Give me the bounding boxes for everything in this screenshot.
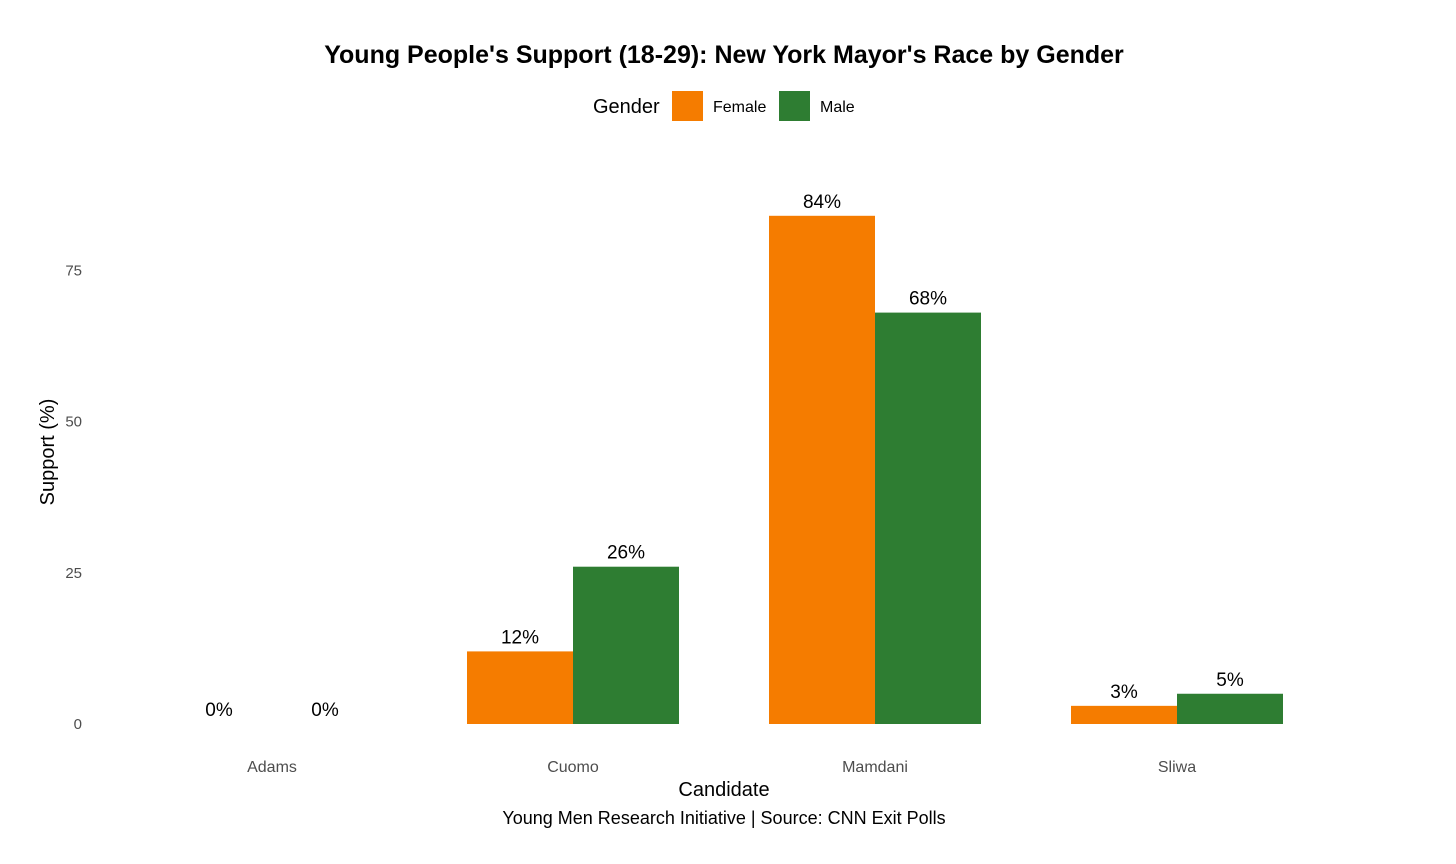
bar-female-mamdani (769, 215, 875, 725)
legend-swatch-male (779, 91, 810, 121)
bar-male-cuomo (573, 566, 679, 724)
legend-label-male: Male (820, 99, 855, 116)
data-label: 26% (607, 543, 645, 564)
data-label: 12% (501, 627, 539, 648)
x-tick-label: Cuomo (547, 759, 599, 776)
x-tick-label: Sliwa (1158, 759, 1196, 776)
data-label: 0% (311, 700, 339, 721)
legend-label-female: Female (713, 99, 766, 116)
x-tick-label: Mamdani (842, 759, 908, 776)
data-label: 3% (1110, 682, 1138, 703)
x-axis-ticks: Adams Cuomo Mamdani Sliwa (247, 759, 1196, 776)
legend-swatch-female (672, 91, 703, 121)
bar-female-sliwa (1071, 705, 1177, 724)
legend: Gender Female Male (593, 91, 855, 121)
bar-male-sliwa (1177, 693, 1283, 724)
y-tick-label: 50 (65, 414, 82, 431)
bars (467, 215, 1283, 725)
y-tick-label: 0 (74, 716, 82, 733)
legend-title: Gender (593, 96, 660, 118)
x-axis-title: Candidate (678, 779, 769, 801)
bar-male-mamdani (875, 312, 981, 724)
y-tick-label: 25 (65, 565, 82, 582)
data-label: 5% (1216, 670, 1244, 691)
chart-title: Young People's Support (18-29): New York… (324, 41, 1124, 69)
data-label: 68% (909, 289, 947, 310)
data-label: 84% (803, 192, 841, 213)
chart-caption: Young Men Research Initiative | Source: … (502, 808, 945, 828)
data-labels: 0% 12% 84% 3% 0% 26% 68% 5% (205, 192, 1244, 721)
y-axis-title: Support (%) (37, 399, 59, 506)
data-label: 0% (205, 700, 233, 721)
y-tick-label: 75 (65, 262, 82, 279)
bar-female-cuomo (467, 651, 573, 724)
y-axis-ticks: 0 25 50 75 (65, 262, 82, 733)
x-tick-label: Adams (247, 759, 297, 776)
